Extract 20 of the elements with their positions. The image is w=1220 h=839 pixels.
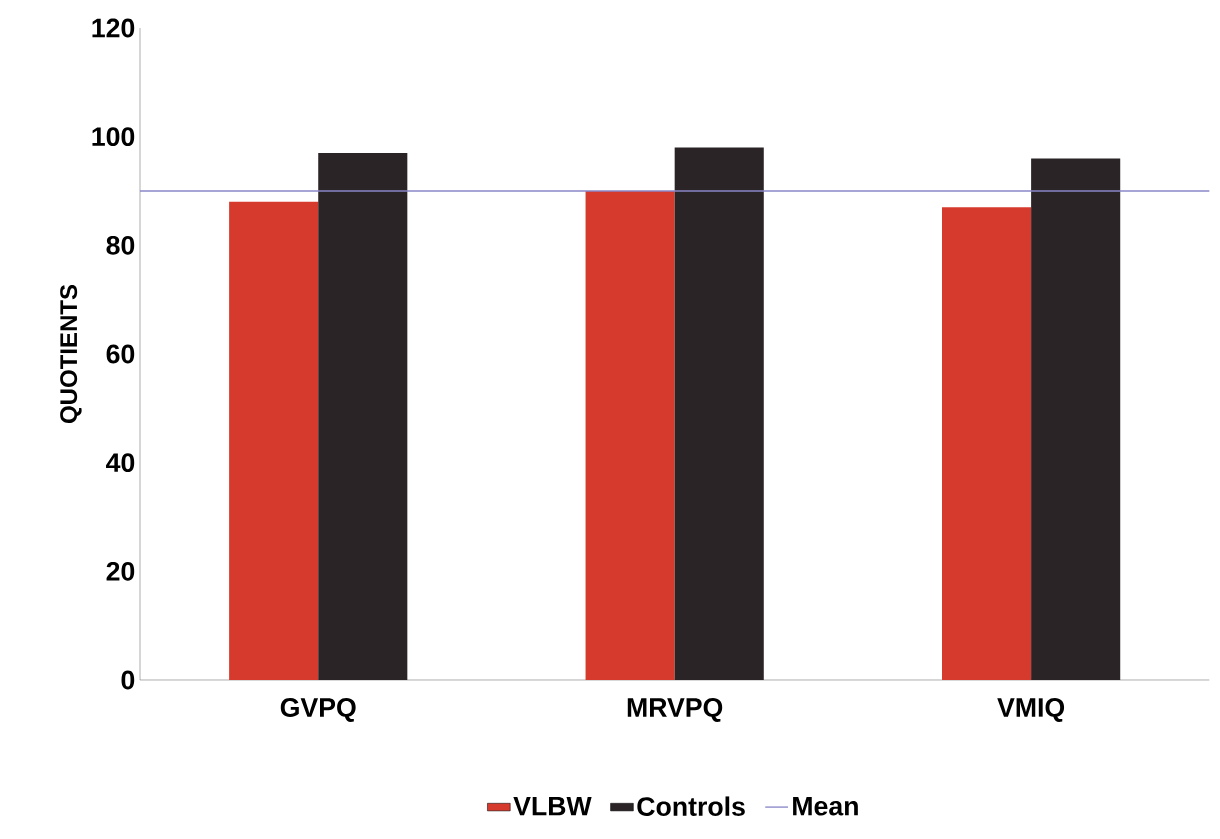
bar xyxy=(229,202,319,681)
legend-label: Mean xyxy=(793,797,858,816)
y-axis-title: QUOTIENTS xyxy=(60,285,82,424)
x-tick-label: GVPQ xyxy=(280,698,356,723)
bar xyxy=(585,191,675,681)
y-tick-label: 60 xyxy=(106,344,135,364)
bar xyxy=(674,147,764,681)
x-tick-label: VMIQ xyxy=(997,698,1065,723)
bar xyxy=(1031,158,1121,681)
bar xyxy=(942,207,1032,681)
y-tick-label: 100 xyxy=(92,127,135,147)
legend-label: Controls xyxy=(637,796,745,817)
y-tick-label: 40 xyxy=(106,453,135,473)
y-tick-label: 120 xyxy=(92,18,135,38)
bar xyxy=(318,153,408,681)
x-tick-label: MRVPQ xyxy=(627,698,723,723)
y-tick-label: 0 xyxy=(121,670,135,690)
y-tick-label: 20 xyxy=(106,562,135,581)
y-tick-label: 80 xyxy=(106,236,135,255)
legend-label: VLBW xyxy=(513,797,592,816)
